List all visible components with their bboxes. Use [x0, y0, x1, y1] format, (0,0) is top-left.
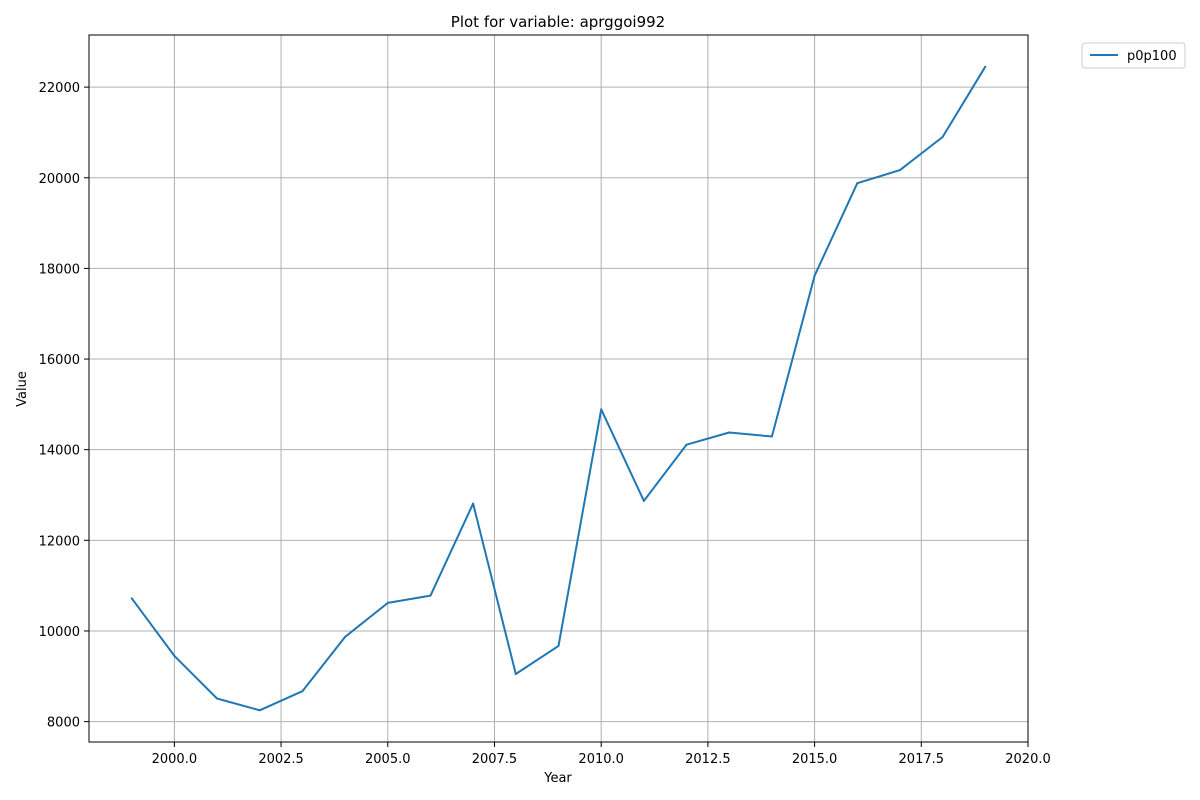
y-tick-label: 16000	[39, 353, 80, 368]
legend-label: p0p100	[1127, 49, 1177, 64]
x-axis-ticks: 2000.0 2002.5 2005.0 2007.5 2010.0 2012.5 2015…	[152, 742, 1051, 767]
y-tick-label: 14000	[39, 444, 80, 459]
data-point	[301, 690, 304, 693]
x-tick-label: 2002.5	[258, 752, 304, 767]
data-point	[344, 635, 347, 638]
x-tick-label: 2017.5	[899, 752, 945, 767]
data-point	[472, 502, 475, 505]
data-point	[728, 431, 731, 434]
grid-lines	[89, 35, 1029, 742]
y-tick-label: 8000	[47, 716, 80, 731]
x-tick-label: 2000.0	[152, 752, 198, 767]
data-point	[130, 597, 133, 600]
x-tick-label: 2015.0	[792, 752, 838, 767]
x-axis-title: Year	[543, 771, 572, 786]
data-point	[557, 644, 560, 647]
data-point	[258, 709, 261, 712]
legend-frame	[1081, 42, 1186, 69]
y-tick-label: 20000	[39, 172, 80, 187]
data-point	[856, 182, 859, 185]
data-point	[429, 594, 432, 597]
plot-frame	[88, 34, 1029, 743]
y-axis-ticks: 8000 10000 12000 14000 16000 18000 20000 22000	[39, 81, 89, 731]
data-point	[813, 274, 816, 277]
series-lines	[130, 65, 987, 712]
y-tick-label: 12000	[39, 534, 80, 549]
data-point	[216, 697, 219, 700]
x-tick-label: 2012.5	[685, 752, 731, 767]
data-point	[941, 135, 944, 138]
x-tick-label: 2010.0	[578, 752, 624, 767]
data-point	[600, 408, 603, 411]
data-point	[173, 654, 176, 657]
y-axis-title: Value	[15, 371, 30, 407]
data-point	[984, 65, 987, 68]
chart-title: Plot for variable: aprggoi992	[451, 13, 665, 31]
data-point	[685, 443, 688, 446]
data-point	[642, 499, 645, 502]
data-point	[898, 169, 901, 172]
series-line-p0p100	[130, 66, 987, 712]
data-point	[386, 601, 389, 604]
x-tick-label: 2020.0	[1005, 752, 1051, 767]
x-tick-label: 2007.5	[472, 752, 518, 767]
data-point	[770, 435, 773, 438]
data-point	[514, 673, 517, 676]
y-tick-label: 10000	[39, 625, 80, 640]
x-tick-label: 2005.0	[365, 752, 411, 767]
legend: p0p100	[1081, 42, 1186, 69]
y-tick-label: 18000	[39, 262, 80, 277]
y-tick-label: 22000	[39, 81, 80, 96]
